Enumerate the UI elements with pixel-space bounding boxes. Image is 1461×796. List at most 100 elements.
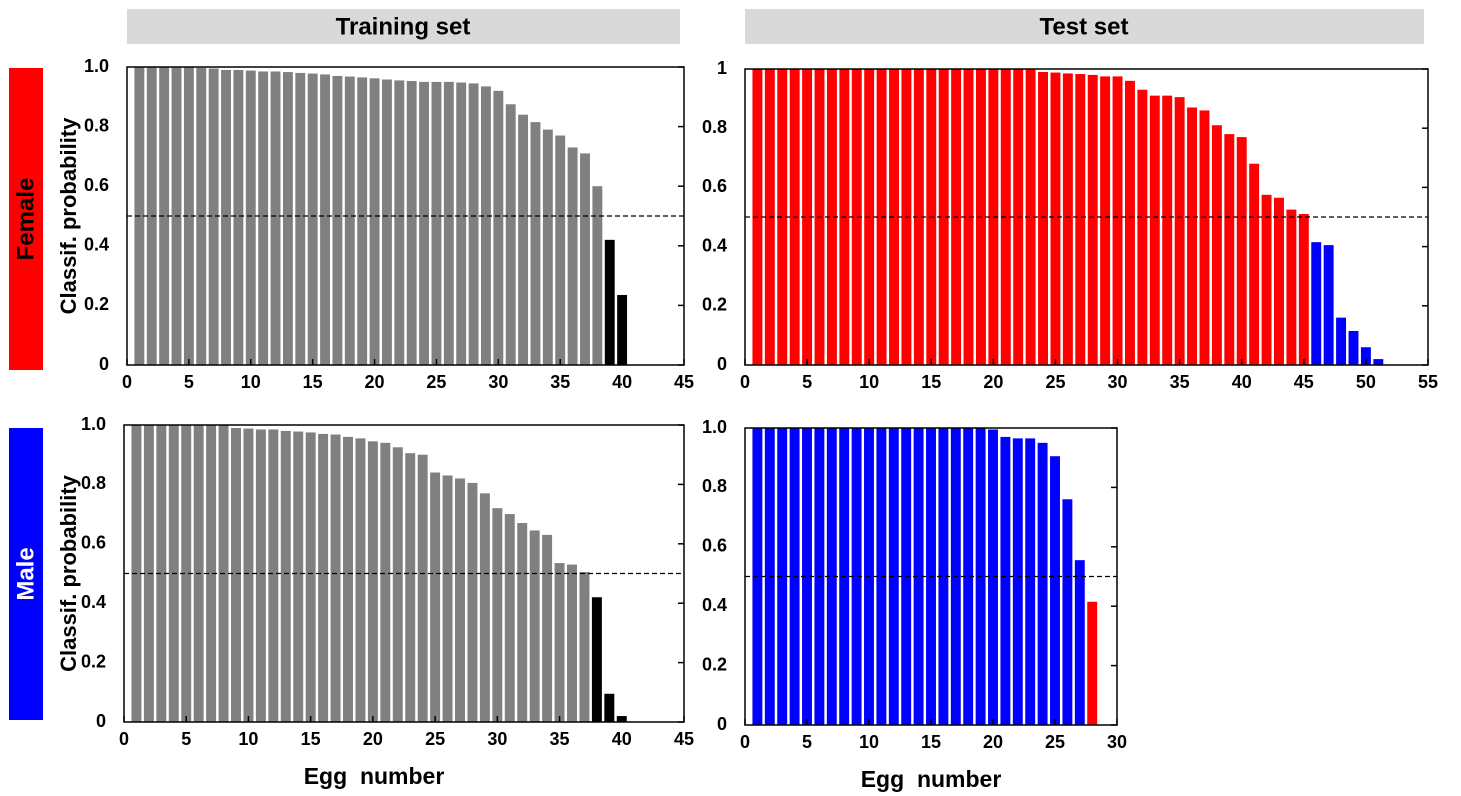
bar [938, 69, 949, 365]
bar [293, 431, 304, 722]
bar [554, 563, 565, 722]
bar [1075, 74, 1086, 366]
bar [419, 81, 430, 366]
bar [529, 530, 540, 722]
row-label-bg [9, 68, 43, 370]
y-tick-label: 0.6 [702, 536, 727, 556]
bar [802, 428, 812, 725]
bar [443, 81, 454, 366]
x-tick-label: 40 [612, 372, 632, 392]
bar [295, 72, 306, 366]
bar [1087, 601, 1098, 725]
column-title: Training set [336, 13, 471, 40]
bar [1000, 436, 1011, 725]
x-tick-label: 30 [1107, 732, 1127, 752]
y-tick-label: 0 [99, 354, 109, 374]
y-tick-label: 0.8 [81, 473, 106, 493]
bar [504, 514, 515, 722]
bar [493, 90, 504, 365]
x-tick-label: 0 [740, 732, 750, 752]
bar [851, 428, 862, 725]
x-tick-label: 25 [1045, 732, 1065, 752]
bar [592, 186, 603, 365]
bar [181, 425, 192, 722]
bar [380, 442, 391, 722]
bar [221, 69, 231, 365]
x-tick-label: 30 [487, 729, 507, 749]
bar [231, 427, 241, 722]
bar [1074, 560, 1085, 725]
x-tick-label: 10 [859, 732, 879, 752]
bar [988, 429, 998, 725]
bar [456, 82, 467, 365]
bar [1236, 137, 1247, 365]
bar [1062, 499, 1073, 725]
bar [963, 428, 974, 725]
column-header-bg [127, 9, 680, 44]
x-tick-label: 15 [301, 729, 321, 749]
bar [417, 454, 428, 722]
x-tick-label: 45 [674, 372, 694, 392]
y-tick-label: 1.0 [702, 417, 727, 437]
bar [579, 572, 590, 722]
bar [343, 436, 353, 722]
x-tick-label: 10 [238, 729, 258, 749]
x-tick-label: 30 [1108, 372, 1128, 392]
bar [1037, 442, 1048, 725]
x-tick-label: 0 [122, 372, 132, 392]
bar [467, 482, 478, 722]
x-tick-label: 15 [921, 732, 941, 752]
bar [367, 441, 378, 722]
x-tick-label: 35 [1170, 372, 1190, 392]
bar [1336, 317, 1347, 365]
column-header-bg [745, 9, 1424, 44]
plot-frame [126, 66, 685, 366]
bar [332, 75, 343, 365]
bar [1038, 71, 1049, 366]
bar [1298, 214, 1309, 365]
y-tick-label: 0.4 [84, 235, 109, 255]
y-tick-label: 0.2 [702, 295, 727, 315]
bar [1062, 73, 1073, 365]
plot-frame [744, 68, 1429, 366]
x-tick-label: 5 [184, 372, 194, 392]
x-tick-label: 5 [802, 372, 812, 392]
y-tick-label: 0 [96, 711, 106, 731]
x-tick-label: 25 [426, 372, 446, 392]
bar [431, 81, 442, 366]
x-tick-label: 45 [674, 729, 694, 749]
bar [1124, 80, 1135, 365]
x-tick-label: 35 [550, 729, 570, 749]
bar [381, 79, 392, 366]
x-tick-label: 15 [921, 372, 941, 392]
x-tick-label: 20 [365, 372, 385, 392]
bar [1025, 69, 1036, 365]
y-tick-label: 0.2 [702, 654, 727, 674]
bar [1373, 359, 1384, 365]
x-tick-label: 35 [550, 372, 570, 392]
bar [455, 478, 465, 722]
bar [826, 69, 837, 365]
bar [1050, 72, 1061, 365]
bar [580, 153, 590, 365]
x-axis-label: Egg number [304, 763, 445, 789]
bar [542, 534, 553, 722]
bar [394, 80, 405, 365]
y-tick-label: 1 [717, 58, 727, 78]
y-axis-label: Classif. probability [56, 474, 81, 672]
bar [889, 69, 899, 365]
bar [208, 68, 219, 366]
bar [355, 438, 366, 722]
x-axis-label: Egg number [861, 766, 1002, 792]
bar [517, 523, 528, 722]
bar [392, 447, 403, 722]
bar [1348, 330, 1359, 365]
bar [318, 433, 329, 722]
x-tick-label: 50 [1356, 372, 1376, 392]
bar [481, 86, 491, 366]
bar [1137, 89, 1148, 365]
bar [270, 71, 281, 365]
bar [320, 74, 330, 365]
bar [1149, 95, 1160, 365]
